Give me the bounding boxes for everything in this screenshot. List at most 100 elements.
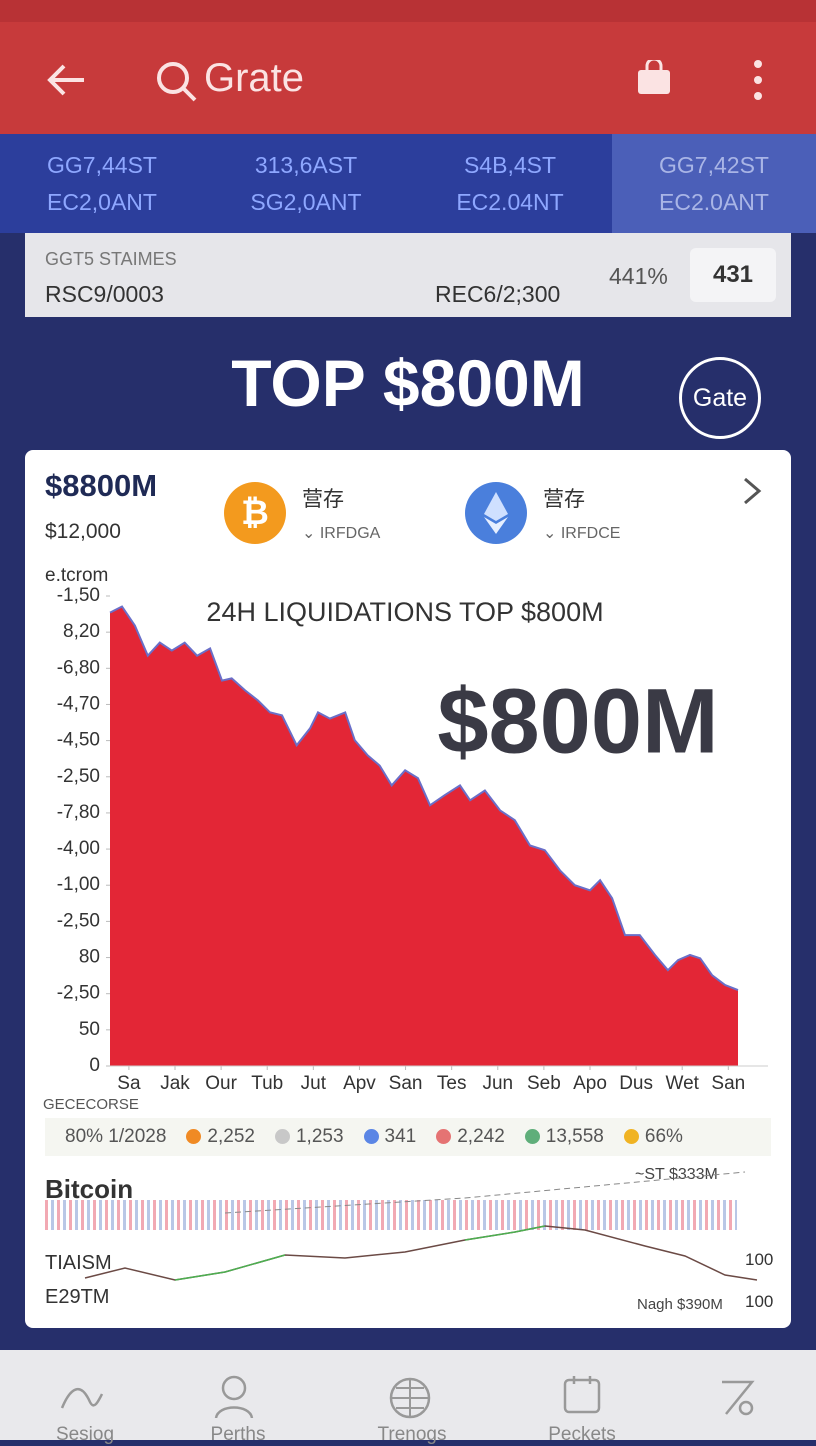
mini-top-right: ~ST $333M [635,1166,718,1183]
status-bar [0,0,816,22]
search-icon[interactable] [155,60,199,104]
nav-icon[interactable] [562,1374,602,1416]
legend-dot [363,1129,379,1144]
x-tick-label: Dus [619,1073,653,1094]
legend-text: 341 [384,1126,417,1147]
bag-icon[interactable] [636,60,672,96]
header-title: Grate [204,56,305,100]
x-tick-label: Jun [482,1073,513,1094]
ticker-line: SG2,0ANT [250,188,362,215]
legend-item: 1,253 [274,1126,344,1148]
legend-item: 2,252 [186,1126,255,1148]
mini-volume-bars [45,1200,737,1230]
coin-code[interactable]: ⌄ IRFDGA [302,525,381,542]
x-tick-label: Jut [301,1073,327,1094]
y-tick-label: -4,50 [57,730,100,751]
legend-lead: 80% 1/2028 [65,1126,167,1147]
legend-dot [623,1129,639,1144]
nav-label[interactable]: Perths [210,1424,266,1445]
legend-text: 1,253 [295,1126,344,1147]
mini-label: TIAISM [45,1252,112,1274]
chevron-right[interactable] [741,476,765,506]
ticker-line: EC2.04NT [456,188,564,215]
legend-item: 13,558 [524,1126,604,1148]
summary-badge[interactable]: 431 [690,248,776,302]
x-tick-label: Our [205,1073,237,1094]
nav-icon[interactable] [718,1378,758,1418]
y-tick-label: -2,50 [57,910,100,931]
y-tick-label: 50 [79,1019,100,1040]
ticker-line: GG7,44ST [47,151,157,178]
nav-icon[interactable] [60,1382,104,1412]
x-tick-label: Seb [527,1073,561,1094]
legend-dot [436,1129,452,1144]
app-header [0,22,816,134]
coin-name: 营存 [543,488,585,511]
legend-item: 66% [623,1126,683,1148]
x-tick-label: Apo [573,1073,607,1094]
y-tick-label: 8,20 [63,621,100,642]
nav-label[interactable]: Trenogs [377,1424,447,1445]
legend-title: GECECORSE [43,1096,139,1113]
y-tick-label: -2,50 [57,983,100,1004]
ticker[interactable]: GG7,42ST EC2.0ANT [612,134,816,233]
nav-icon[interactable] [212,1374,256,1418]
area [110,606,738,1066]
x-tick-label: San [389,1073,423,1094]
legend-dot [274,1129,290,1144]
menu-icon[interactable] [748,58,768,102]
y-tick-label: -1,50 [57,585,100,606]
summary-percent: 441% [609,263,668,289]
x-tick-label: Apv [343,1073,376,1094]
mini-label: E29TM [45,1286,110,1308]
bottom-nav [0,1350,816,1440]
bitcoin-icon: ₿ [224,482,286,544]
ticker-line: S4B,4ST [463,151,557,178]
x-tick-label: San [711,1073,745,1094]
coin-code[interactable]: ⌄ IRFDCE [543,525,621,542]
x-tick-label: Tes [437,1073,467,1094]
ticker-line: EC2,0ANT [47,188,157,215]
nav-label[interactable]: Sesiog [55,1424,115,1445]
ticker[interactable]: 313,6AST SG2,0ANT [204,134,408,233]
y-tick-label: 0 [89,1055,100,1076]
legend-text: 2,242 [457,1126,505,1147]
nav-icon[interactable] [388,1376,432,1420]
summary-label: GGT5 STAIMES [45,249,177,269]
ticker-line: 313,6AST [254,151,358,178]
x-tick-label: Tub [251,1073,283,1094]
legend-dot [186,1129,202,1144]
ticker-bar: GG7,44ST EC2,0ANT 313,6AST SG2,0ANT S4B,4S… [0,134,816,233]
y-tick-label: -7,80 [57,802,100,823]
legend-text: 2,252 [207,1126,255,1147]
coin-code-text: IRFDGA [319,525,381,542]
svg-text:₿: ₿ [241,494,269,532]
chart: e.tcrom 0 50 -2,50 80 -2,50 -1,00 -4,00 -7,80 -2… [45,565,768,1094]
y-tick-label: -4,70 [57,693,100,714]
ticker[interactable]: GG7,44ST EC2,0ANT [0,134,204,233]
chart-title: 24H LIQUIDATIONS TOP $800M [206,597,603,627]
x-tick-label: Sa [117,1073,141,1094]
legend-dot [524,1129,540,1144]
back-button[interactable] [44,62,88,98]
mini-right-label: 100 [745,1292,774,1311]
mini-lines [84,1171,758,1281]
card-amount: $8800M [45,468,158,503]
summary-left: RSC9/0003 [45,281,164,307]
card-subamount: $12,000 [45,520,121,543]
legend-item: 2,242 [436,1126,505,1148]
y-tick-label: -4,00 [57,838,100,859]
ethereum-icon [465,482,527,544]
legend-text: 66% [644,1126,683,1147]
y-tick-label: -6,80 [57,657,100,678]
coin-name: 营存 [302,488,344,511]
x-tick-label: Jak [160,1073,190,1094]
ticker-line: GG7,42ST [659,151,769,178]
y-tick-label: -1,00 [57,874,100,895]
chart-annotation: $800M [437,670,718,772]
legend-text: 13,558 [545,1126,604,1147]
summary-middle: REC6/2;300 [435,281,561,307]
ticker[interactable]: S4B,4ST EC2.04NT [408,134,612,233]
nav-label[interactable]: Peckets [548,1424,616,1445]
